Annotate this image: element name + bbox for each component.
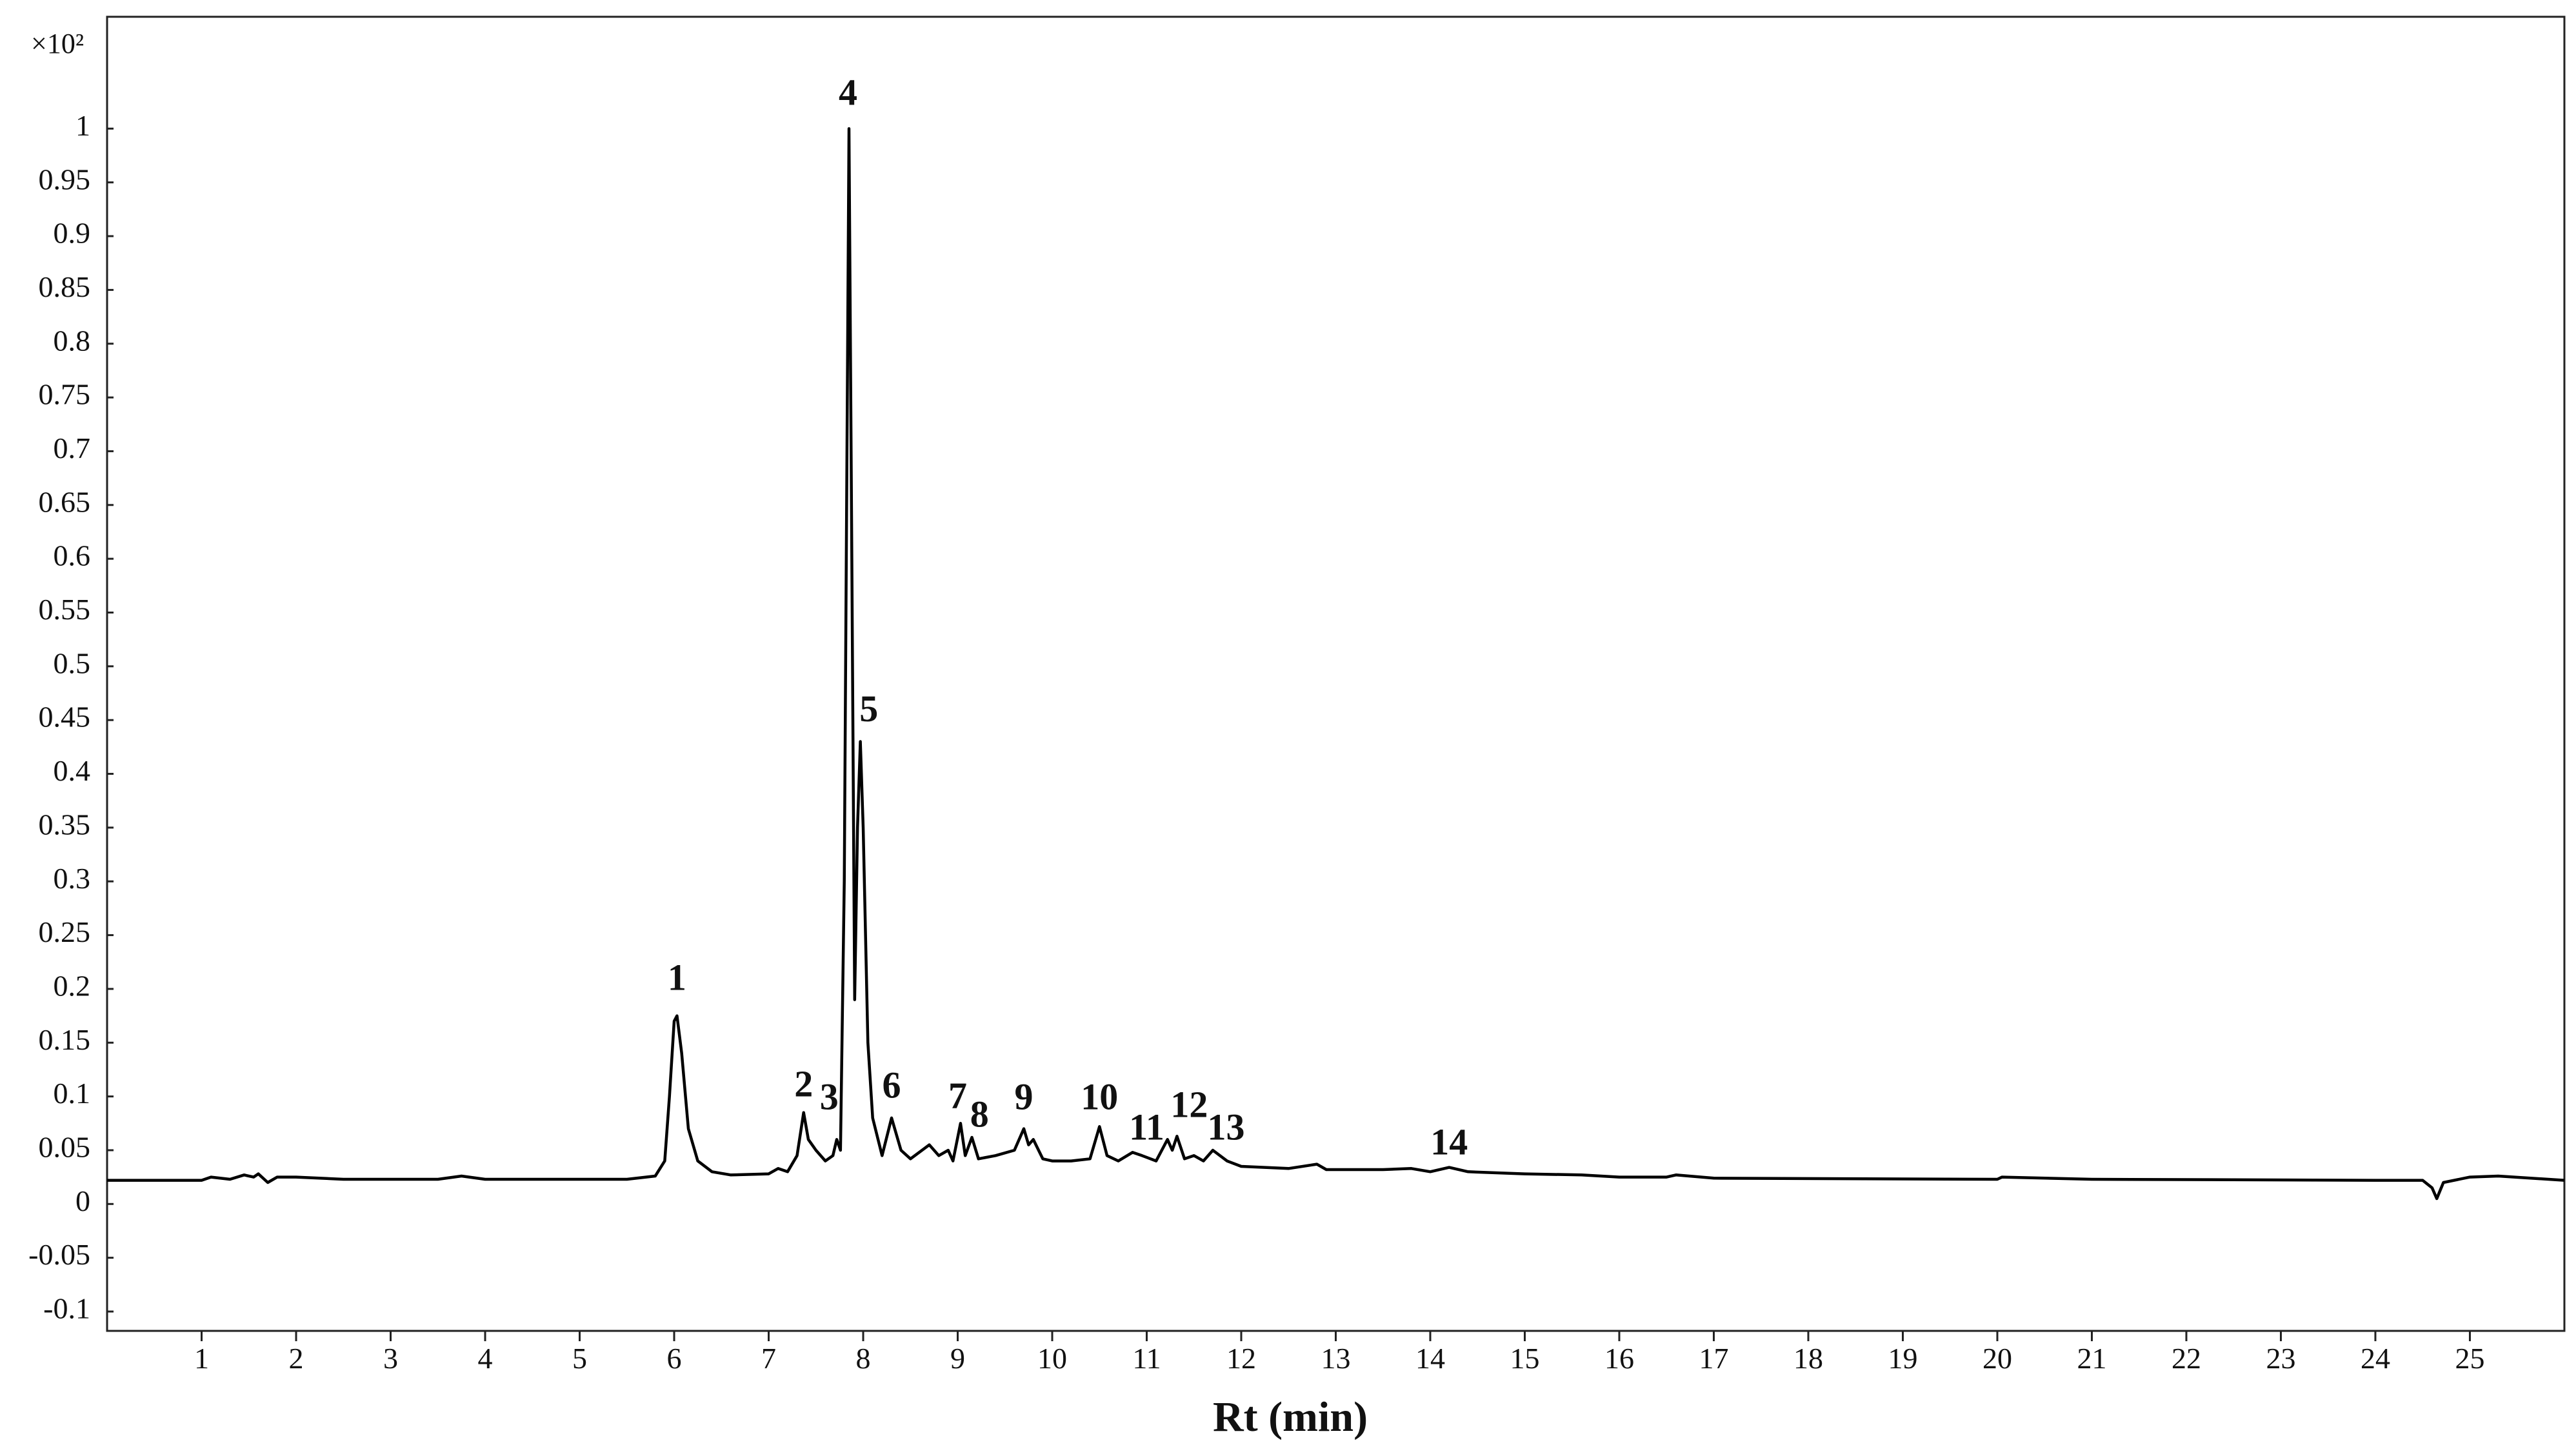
x-tick-label: 16 xyxy=(1604,1342,1634,1375)
peak-label: 2 xyxy=(794,1063,813,1105)
peak-label: 8 xyxy=(970,1093,989,1135)
x-tick-label: 13 xyxy=(1321,1342,1351,1375)
x-tick-label: 11 xyxy=(1132,1342,1161,1375)
y-tick-label: 0.7 xyxy=(54,432,91,464)
x-tick-label: 14 xyxy=(1415,1342,1445,1375)
y-tick-label: 0.5 xyxy=(54,646,91,679)
x-tick-label: 1 xyxy=(194,1342,209,1375)
peak-label: 4 xyxy=(839,72,857,114)
peak-label: 14 xyxy=(1430,1121,1468,1163)
x-tick-label: 3 xyxy=(383,1342,398,1375)
y-tick-label: 0.2 xyxy=(54,969,91,1002)
y-tick-label: 0.45 xyxy=(39,701,91,733)
peak-label: 7 xyxy=(948,1075,967,1117)
peak-label: 13 xyxy=(1208,1106,1245,1148)
peak-label: 9 xyxy=(1015,1076,1033,1118)
peak-label: 12 xyxy=(1170,1083,1208,1125)
x-tick-label: 5 xyxy=(572,1342,587,1375)
y-tick-label: -0.1 xyxy=(43,1292,90,1325)
peak-label: 11 xyxy=(1129,1106,1164,1148)
y-multiplier: ×10² xyxy=(31,28,84,59)
y-tick-label: 0.9 xyxy=(54,217,91,250)
x-axis-title: Rt (min) xyxy=(1213,1393,1368,1441)
y-tick-label: -0.05 xyxy=(28,1238,90,1271)
x-tick-label: 4 xyxy=(478,1342,493,1375)
x-tick-label: 19 xyxy=(1888,1342,1918,1375)
peak-label: 3 xyxy=(820,1076,839,1118)
x-tick-label: 9 xyxy=(950,1342,965,1375)
x-tick-label: 21 xyxy=(2077,1342,2107,1375)
y-tick-label: 0.85 xyxy=(39,270,91,303)
x-tick-label: 7 xyxy=(761,1342,776,1375)
y-tick-label: 0.1 xyxy=(54,1077,91,1110)
y-tick-label: 0.6 xyxy=(54,539,91,572)
x-tick-label: 22 xyxy=(2172,1342,2201,1375)
peak-label: 10 xyxy=(1081,1076,1118,1118)
x-tick-label: 10 xyxy=(1037,1342,1067,1375)
trace-line xyxy=(107,127,2565,1201)
x-tick-label: 18 xyxy=(1793,1342,1823,1375)
x-tick-label: 8 xyxy=(856,1342,871,1375)
peak-label: 1 xyxy=(668,957,686,999)
y-tick-label: 0.8 xyxy=(54,324,91,357)
x-tick-label: 24 xyxy=(2361,1342,2390,1375)
y-tick-label: 0.4 xyxy=(54,754,91,787)
x-tick-label: 17 xyxy=(1699,1342,1729,1375)
y-tick-label: 0.15 xyxy=(39,1023,91,1056)
y-tick-label: 0.05 xyxy=(39,1131,91,1164)
y-tick-label: 1 xyxy=(75,109,90,142)
x-tick-label: 15 xyxy=(1510,1342,1540,1375)
x-tick-label: 25 xyxy=(2455,1342,2485,1375)
y-tick-label: 0.95 xyxy=(39,163,91,195)
y-tick-label: 0.3 xyxy=(54,862,91,895)
peak-label: 6 xyxy=(882,1064,901,1106)
plot-frame xyxy=(106,15,2566,1332)
y-tick-label: 0.55 xyxy=(39,593,91,626)
x-tick-label: 6 xyxy=(667,1342,682,1375)
y-tick-label: 0.75 xyxy=(39,378,91,411)
peak-label: 5 xyxy=(859,688,878,730)
y-tick-label: 0 xyxy=(75,1184,90,1217)
x-tick-label: 20 xyxy=(1982,1342,2012,1375)
y-tick-label: 0.25 xyxy=(39,915,91,948)
x-tick-label: 12 xyxy=(1226,1342,1256,1375)
y-tick-label: 0.65 xyxy=(39,485,91,518)
y-tick-label: 0.35 xyxy=(39,808,91,841)
x-tick-label: 2 xyxy=(289,1342,304,1375)
x-tick-label: 23 xyxy=(2266,1342,2296,1375)
